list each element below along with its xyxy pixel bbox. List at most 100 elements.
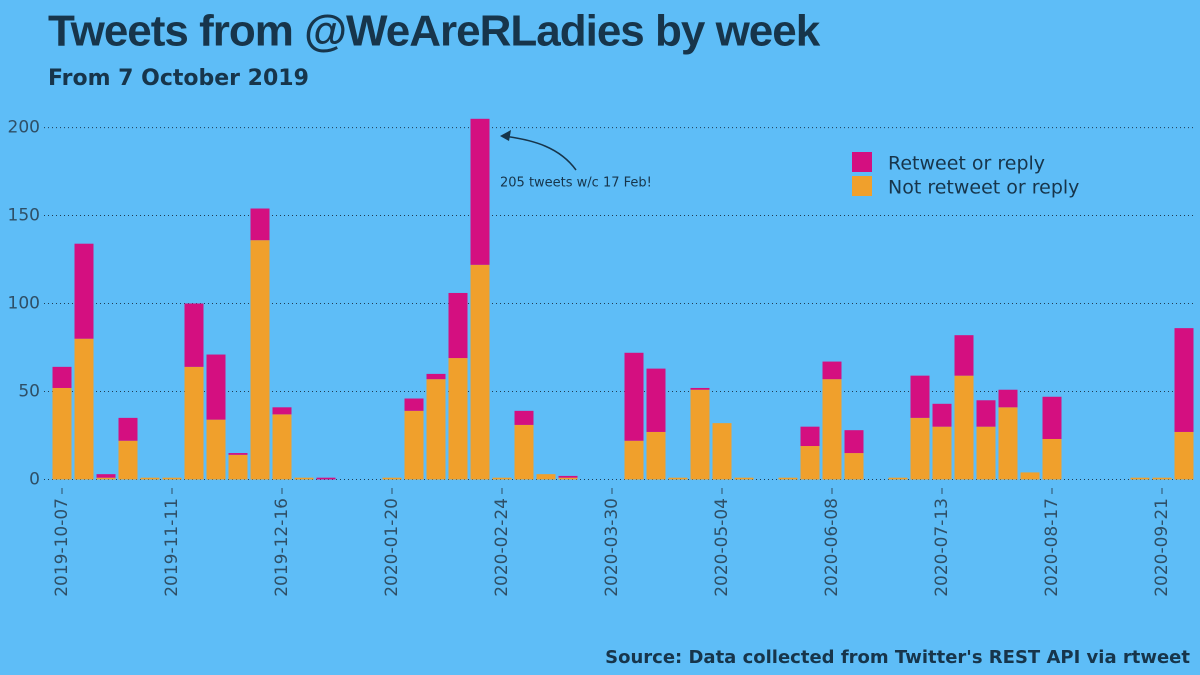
bar — [250, 208, 270, 241]
bar — [52, 387, 72, 480]
x-tick-label: 2020-09-21 — [1152, 498, 1172, 597]
bar — [734, 477, 754, 480]
y-tick-label: 200 — [8, 118, 40, 138]
y-tick-label: 150 — [8, 206, 40, 226]
bar — [74, 243, 94, 339]
bar — [316, 477, 336, 480]
legend-label: Retweet or reply — [888, 153, 1045, 175]
bar — [624, 352, 644, 441]
bar — [514, 424, 534, 480]
x-tick-label: 2020-05-04 — [712, 498, 732, 597]
bar — [1042, 438, 1062, 480]
bar — [162, 477, 182, 480]
bar — [998, 407, 1018, 480]
bar — [976, 400, 996, 427]
bar — [954, 335, 974, 376]
bar — [1174, 431, 1194, 480]
bar — [976, 426, 996, 480]
bar — [426, 379, 446, 480]
bar — [690, 389, 710, 480]
bar — [1042, 396, 1062, 439]
x-tick-label: 2020-07-13 — [932, 498, 952, 597]
bar — [272, 407, 292, 415]
bar — [1020, 472, 1040, 480]
bar — [96, 474, 116, 478]
bar — [52, 366, 72, 388]
bar — [822, 361, 842, 380]
bar — [998, 389, 1018, 408]
bar — [624, 440, 644, 480]
bar — [470, 264, 490, 480]
bar — [404, 398, 424, 411]
bar — [646, 368, 666, 432]
y-tick-label: 100 — [8, 294, 40, 314]
bar — [1130, 477, 1150, 480]
bar — [844, 453, 864, 480]
bar — [690, 387, 710, 390]
bars — [52, 118, 1194, 480]
x-tick-label: 2020-03-30 — [602, 498, 622, 597]
bar — [514, 410, 534, 425]
bar — [404, 410, 424, 480]
x-tick-label: 2019-10-07 — [52, 498, 72, 597]
x-tick-label: 2019-11-11 — [162, 498, 182, 597]
bar — [448, 292, 468, 359]
y-tick-label: 50 — [18, 381, 40, 401]
chart-title: Tweets from @WeAreRLadies by week — [48, 7, 821, 56]
bar — [140, 477, 160, 480]
bar — [492, 477, 512, 480]
bar — [228, 454, 248, 480]
bar — [294, 477, 314, 480]
bar — [118, 417, 138, 441]
bar — [250, 240, 270, 480]
bar — [206, 419, 226, 480]
x-tick-label: 2020-02-24 — [492, 498, 512, 597]
bar — [954, 375, 974, 480]
x-tick-label: 2020-06-08 — [822, 498, 842, 597]
bar — [800, 426, 820, 447]
annotation-arrow — [502, 135, 577, 171]
bar — [932, 403, 952, 427]
bar — [668, 477, 688, 480]
grid: 0 50 100 150 200 2019-10-07 2019-11-11 2019-12-… — [8, 118, 1196, 597]
bar — [118, 440, 138, 480]
bar — [646, 431, 666, 480]
bar — [470, 118, 490, 265]
legend-swatch — [852, 176, 872, 196]
x-tick-label: 2020-01-20 — [382, 498, 402, 597]
y-tick-label: 0 — [29, 469, 40, 489]
bar — [558, 475, 578, 478]
bar — [96, 477, 116, 480]
bar — [1174, 328, 1194, 432]
bar — [272, 414, 292, 480]
bar — [800, 446, 820, 480]
bar — [932, 426, 952, 480]
bar — [910, 417, 930, 480]
bar — [1152, 477, 1172, 480]
legend-label: Not retweet or reply — [888, 177, 1079, 199]
bar — [448, 358, 468, 480]
bar — [822, 379, 842, 480]
annotation: 205 tweets w/c 17 Feb! — [500, 176, 652, 191]
bar — [74, 338, 94, 480]
bar — [888, 477, 908, 480]
bar — [382, 477, 402, 480]
x-tick-label: 2019-12-16 — [272, 498, 292, 597]
caption: Source: Data collected from Twitter's RE… — [605, 647, 1190, 668]
chart-subtitle: From 7 October 2019 — [48, 66, 309, 91]
bar — [844, 430, 864, 454]
bar — [536, 474, 556, 480]
bar — [184, 303, 204, 367]
bar — [206, 354, 226, 420]
bar — [712, 423, 732, 480]
annotation-arrowhead — [500, 130, 511, 141]
legend-swatch — [852, 152, 872, 172]
bar — [184, 366, 204, 480]
bar — [910, 375, 930, 418]
bar — [558, 477, 578, 480]
bar — [778, 477, 798, 480]
bar — [426, 373, 446, 380]
